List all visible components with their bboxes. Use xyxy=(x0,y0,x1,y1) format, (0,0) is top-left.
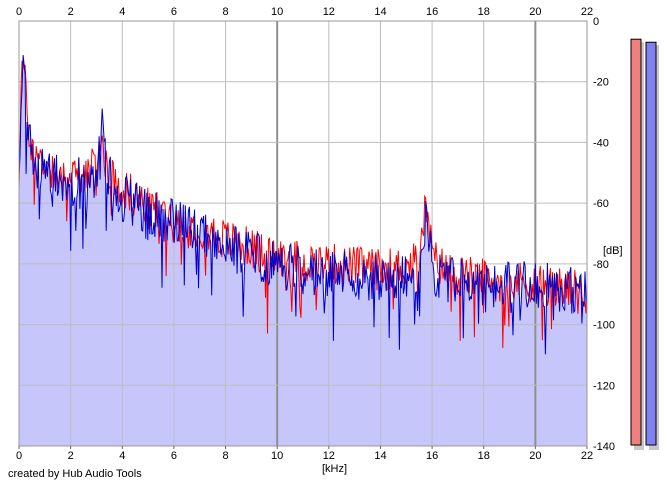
x-tick-label-bottom: 8 xyxy=(222,450,228,462)
x-tick-label-top: 2 xyxy=(68,6,74,18)
grid-lines xyxy=(19,21,587,446)
x-tick-label-top: 16 xyxy=(426,6,438,18)
x-tick-label-bottom: 20 xyxy=(529,450,541,462)
x-tick-label-bottom: 10 xyxy=(271,450,283,462)
x-tick-label-bottom: 2 xyxy=(68,450,74,462)
x-tick-label-bottom: 0 xyxy=(16,450,22,462)
x-tick-label-bottom: 12 xyxy=(323,450,335,462)
y-axis-ticks: 0 -20 -40 -60 -80 -100 -120 -140 xyxy=(593,16,615,453)
x-tick-label-top: 0 xyxy=(16,6,22,18)
x-tick-label-top: 12 xyxy=(323,6,335,18)
x-tick-label-top: 6 xyxy=(171,6,177,18)
y-tick-label: -20 xyxy=(593,77,609,89)
x-tick-label-top: 20 xyxy=(529,6,541,18)
x-tick-label-bottom: 22 xyxy=(581,450,593,462)
plot-frame xyxy=(18,20,588,447)
x-axis-unit-label: [kHz] xyxy=(322,463,347,475)
y-tick-label: -60 xyxy=(593,198,609,210)
peak-level-meter-bar xyxy=(645,41,657,446)
x-tick-label-top: 4 xyxy=(119,6,125,18)
x-tick-label-top: 18 xyxy=(478,6,490,18)
y-axis-unit-label: [dB] xyxy=(603,245,623,257)
x-tick-label-bottom: 6 xyxy=(171,450,177,462)
y-tick-label: 0 xyxy=(593,16,599,28)
x-tick-label-bottom: 14 xyxy=(374,450,386,462)
blue-channel-line xyxy=(18,54,588,355)
x-tick-label-bottom: 18 xyxy=(478,450,490,462)
x-tick-label-top: 22 xyxy=(581,6,593,18)
x-tick-label-bottom: 16 xyxy=(426,450,438,462)
x-tick-label-top: 14 xyxy=(374,6,386,18)
y-tick-label: -140 xyxy=(593,441,615,453)
x-tick-label-top: 8 xyxy=(222,6,228,18)
y-tick-label: -100 xyxy=(593,320,615,332)
x-axis-top-ticks: 0 2 4 6 8 10 12 14 16 18 20 22 xyxy=(16,6,593,18)
x-tick-label-bottom: 4 xyxy=(119,450,125,462)
x-axis-bottom-ticks: 0 2 4 6 8 10 12 14 16 18 20 22 xyxy=(16,446,593,462)
spectrum-fill-area xyxy=(19,55,587,446)
credit-text: created by Hub Audio Tools xyxy=(8,468,142,480)
y-tick-label: -40 xyxy=(593,137,609,149)
y-tick-label: -120 xyxy=(593,380,615,392)
y-tick-label: -80 xyxy=(593,259,609,271)
peak-level-meter-bar xyxy=(630,38,642,446)
x-tick-label-top: 10 xyxy=(271,6,283,18)
peak-level-meters xyxy=(630,38,659,450)
